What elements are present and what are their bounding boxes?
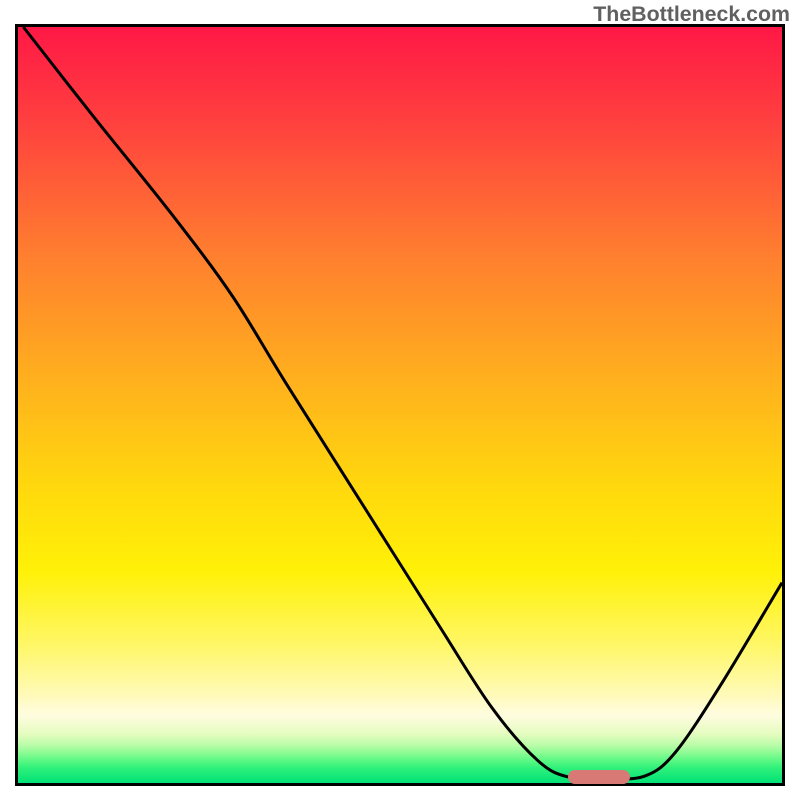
chart-curve [18, 27, 782, 783]
chart-plot-area [15, 24, 785, 786]
bottleneck-marker [568, 770, 630, 784]
